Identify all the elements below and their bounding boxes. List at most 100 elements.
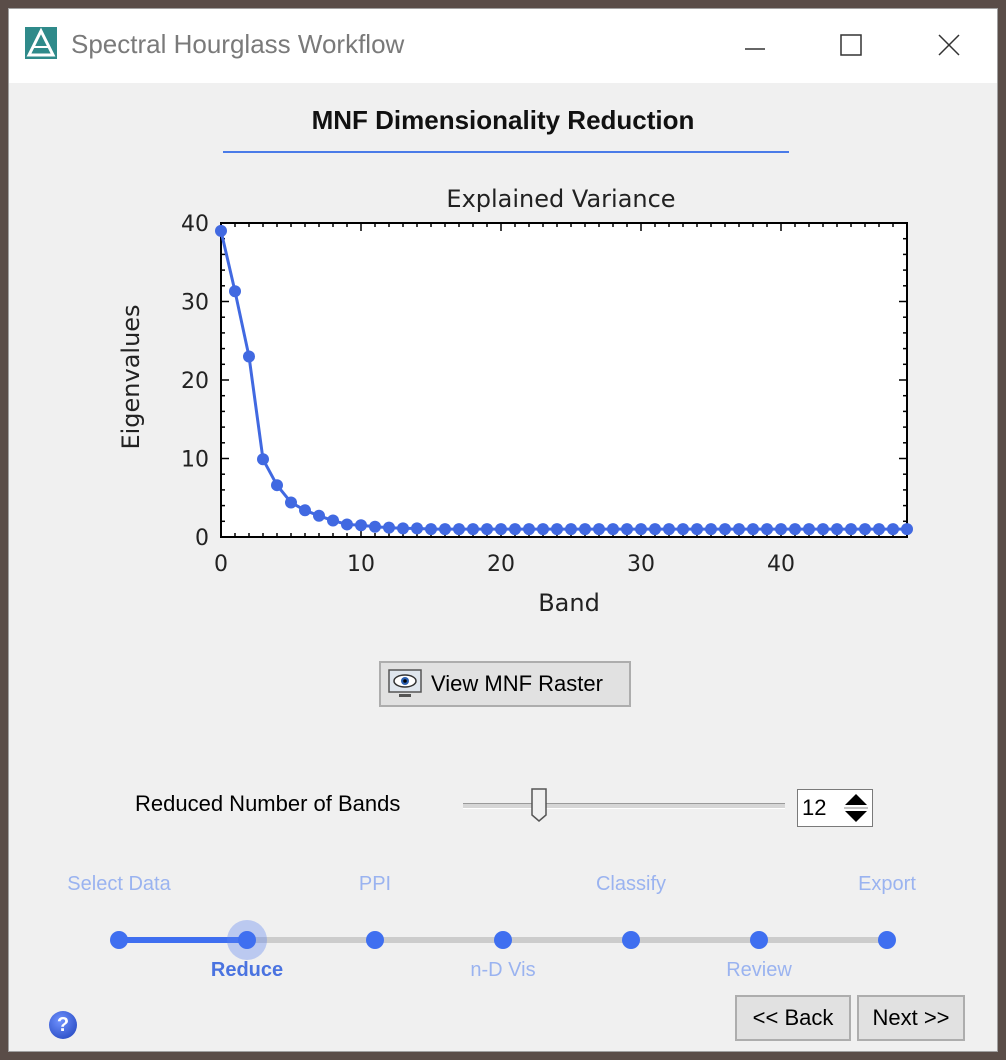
app-icon xyxy=(25,27,57,59)
help-icon[interactable]: ? xyxy=(49,1011,77,1039)
data-point xyxy=(621,523,633,536)
bands-slider-track[interactable] xyxy=(463,803,785,809)
data-point xyxy=(705,523,717,536)
bands-slider-thumb[interactable] xyxy=(529,787,549,823)
step-connector xyxy=(759,937,887,943)
step-label-n-d-vis[interactable]: n-D Vis xyxy=(470,959,536,981)
bands-spinbox[interactable]: 12 xyxy=(797,789,873,827)
step-dot-export[interactable] xyxy=(878,931,896,949)
reduced-bands-label: Reduced Number of Bands xyxy=(135,791,401,816)
data-point xyxy=(901,523,913,536)
data-point xyxy=(509,523,521,536)
step-dot-classify[interactable] xyxy=(622,931,640,949)
data-point xyxy=(607,523,619,536)
data-point xyxy=(285,496,297,509)
workflow-window: Spectral Hourglass Workflow MNF Dimensio… xyxy=(8,8,998,1052)
data-point xyxy=(663,523,675,536)
explained-variance-chart: Explained Variance Eigenvalues Band 0 10 2… xyxy=(117,185,913,617)
step-label-select-data[interactable]: Select Data xyxy=(67,873,171,895)
data-point xyxy=(873,523,885,536)
data-point xyxy=(761,523,773,536)
data-point xyxy=(229,285,241,298)
data-point xyxy=(425,523,437,536)
data-point xyxy=(495,523,507,536)
data-point xyxy=(831,523,843,536)
next-button[interactable]: Next >> xyxy=(857,995,965,1041)
data-point xyxy=(439,523,451,536)
data-point xyxy=(775,523,787,536)
data-point xyxy=(691,523,703,536)
step-dot-review[interactable] xyxy=(750,931,768,949)
x-tick-label: 30 xyxy=(627,552,655,577)
heading-underline xyxy=(223,151,789,153)
x-tick-label: 10 xyxy=(347,552,375,577)
data-point xyxy=(369,520,381,533)
data-point xyxy=(719,523,731,536)
data-point xyxy=(523,523,535,536)
y-tick-label: 30 xyxy=(181,291,209,316)
chart-title: Explained Variance xyxy=(446,185,675,213)
data-point xyxy=(397,522,409,535)
back-button[interactable]: << Back xyxy=(735,995,851,1041)
data-point xyxy=(537,523,549,536)
step-label-export[interactable]: Export xyxy=(858,873,916,895)
x-tick-label: 40 xyxy=(767,552,795,577)
data-point xyxy=(299,504,311,517)
window-title: Spectral Hourglass Workflow xyxy=(71,29,405,59)
step-connector xyxy=(503,937,631,943)
y-tick-label: 20 xyxy=(181,369,209,394)
data-point xyxy=(355,519,367,532)
data-point xyxy=(845,523,857,536)
step-connector xyxy=(631,937,759,943)
y-tick-label: 10 xyxy=(181,448,209,473)
data-point xyxy=(467,523,479,536)
step-dot-n-d-vis[interactable] xyxy=(494,931,512,949)
chart-plot-frame xyxy=(220,222,908,538)
step-label-reduce[interactable]: Reduce xyxy=(210,959,284,981)
y-tick-label: 0 xyxy=(195,526,209,551)
step-dot-reduce[interactable] xyxy=(238,931,256,949)
data-point xyxy=(411,522,423,535)
step-label-review[interactable]: Review xyxy=(726,959,792,981)
data-point xyxy=(859,523,871,536)
bands-value[interactable]: 12 xyxy=(802,795,827,820)
data-point xyxy=(271,479,283,492)
step-connector xyxy=(119,937,247,943)
minimize-button[interactable] xyxy=(727,21,783,69)
x-tick-label: 0 xyxy=(214,552,228,577)
view-mnf-raster-button[interactable]: View MNF Raster xyxy=(379,661,631,707)
data-point xyxy=(481,523,493,536)
close-button[interactable] xyxy=(921,21,977,69)
chart-x-axis-label: Band xyxy=(538,589,600,617)
data-point xyxy=(649,523,661,536)
x-tick-label: 20 xyxy=(487,552,515,577)
data-point xyxy=(803,523,815,536)
data-point xyxy=(243,350,255,363)
maximize-button[interactable] xyxy=(823,21,879,69)
step-dot-ppi[interactable] xyxy=(366,931,384,949)
data-point xyxy=(593,523,605,536)
step-connector xyxy=(247,937,375,943)
data-point xyxy=(383,521,395,534)
step-label-ppi[interactable]: PPI xyxy=(358,873,392,895)
data-point xyxy=(327,514,339,527)
data-point xyxy=(635,523,647,536)
step-label-classify[interactable]: Classify xyxy=(595,873,667,895)
step-connector xyxy=(375,937,503,943)
title-bar[interactable]: Spectral Hourglass Workflow xyxy=(9,9,997,83)
data-point xyxy=(341,518,353,531)
data-point xyxy=(733,523,745,536)
data-point xyxy=(565,523,577,536)
y-tick-label: 40 xyxy=(181,212,209,237)
spin-arrows-icon[interactable] xyxy=(842,791,870,825)
workflow-steps: Select Data Reduce PPI n-D Vis Classify Revie… xyxy=(9,873,997,983)
data-point xyxy=(677,523,689,536)
data-point xyxy=(887,523,899,536)
data-point xyxy=(257,453,269,466)
data-point xyxy=(747,523,759,536)
data-point xyxy=(215,224,227,237)
step-dot-select-data[interactable] xyxy=(110,931,128,949)
data-point xyxy=(579,523,591,536)
data-point xyxy=(313,509,325,522)
data-point xyxy=(453,523,465,536)
